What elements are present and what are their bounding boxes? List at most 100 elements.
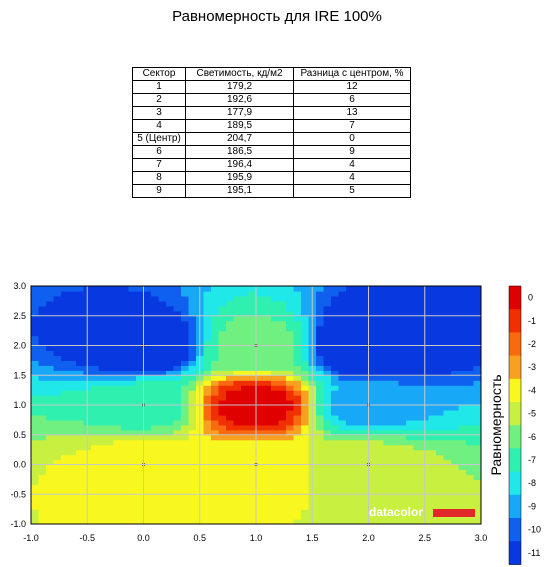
heatmap-cell — [436, 340, 445, 347]
heatmap-cell — [143, 514, 152, 520]
heatmap-cell — [286, 499, 295, 505]
heatmap-cell — [316, 409, 325, 416]
heatmap-cell — [226, 330, 235, 337]
heatmap-cell — [413, 405, 422, 411]
heatmap-cell — [106, 360, 115, 366]
heatmap-cell — [293, 400, 302, 406]
heatmap-cell — [361, 504, 370, 510]
heatmap-cell — [113, 355, 122, 361]
heatmap-cell — [383, 434, 392, 441]
heatmap-cell — [98, 310, 107, 317]
heatmap-cell — [188, 409, 197, 416]
heatmap-cell — [128, 315, 137, 322]
heatmap-cell — [331, 444, 340, 451]
heatmap-cell — [256, 310, 265, 317]
heatmap-cell — [436, 375, 445, 381]
heatmap-cell — [338, 315, 347, 322]
heatmap-cell — [203, 434, 212, 441]
heatmap-cell — [188, 400, 197, 406]
heatmap-cell — [248, 350, 257, 357]
heatmap-cell — [226, 429, 235, 436]
heatmap-cell — [218, 494, 227, 500]
heatmap-cell — [173, 474, 182, 480]
heatmap-cell — [428, 350, 437, 357]
heatmap-cell — [278, 409, 287, 416]
heatmap-cell — [158, 439, 167, 446]
x-tick-label: 2.5 — [418, 533, 431, 543]
heatmap-cell — [68, 375, 77, 381]
heatmap-cell — [413, 474, 422, 480]
heatmap-cell — [166, 484, 175, 490]
heatmap-cell — [278, 499, 287, 505]
heatmap-cell — [323, 464, 332, 471]
heatmap-cell — [188, 310, 197, 317]
heatmap-cell — [286, 370, 295, 376]
heatmap-cell — [413, 454, 422, 461]
heatmap-cell — [271, 286, 280, 292]
heatmap-cell — [98, 345, 107, 352]
heatmap-cell — [188, 340, 197, 347]
heatmap-cell — [158, 320, 167, 327]
heatmap-cell — [61, 350, 70, 357]
heatmap-cell — [286, 424, 295, 431]
heatmap-cell — [391, 385, 400, 391]
heatmap-cell — [406, 449, 415, 456]
heatmap-cell — [31, 405, 40, 411]
heatmap-cell — [91, 375, 100, 381]
heatmap-cell — [211, 459, 220, 466]
y-tick-label: 0.0 — [13, 460, 26, 470]
heatmap-cell — [391, 365, 400, 371]
heatmap-cell — [188, 385, 197, 391]
heatmap-cell — [143, 375, 152, 381]
heatmap-cell — [413, 479, 422, 485]
heatmap-cell — [391, 509, 400, 515]
heatmap-cell — [98, 514, 107, 520]
heatmap-cell — [76, 449, 85, 456]
heatmap-cell — [158, 350, 167, 357]
heatmap-cell — [98, 305, 107, 312]
heatmap-cell — [316, 494, 325, 500]
heatmap-cell — [473, 400, 481, 406]
heatmap-cell — [143, 390, 152, 396]
heatmap-cell — [53, 360, 62, 366]
heatmap-cell — [38, 519, 47, 524]
heatmap-cell — [53, 499, 62, 505]
heatmap-cell — [241, 444, 250, 451]
heatmap-cell — [181, 444, 190, 451]
heatmap-cell — [368, 335, 377, 342]
heatmap-cell — [106, 419, 115, 426]
heatmap-cell — [151, 494, 160, 500]
heatmap-cell — [31, 414, 40, 421]
heatmap-cell — [413, 464, 422, 471]
heatmap-cell — [301, 330, 310, 337]
heatmap-cell — [128, 360, 137, 366]
heatmap-cell — [436, 400, 445, 406]
heatmap-cell — [458, 464, 467, 471]
heatmap-cell — [181, 355, 190, 361]
heatmap-cell — [248, 290, 257, 297]
heatmap-cell — [143, 499, 152, 505]
heatmap-cell — [106, 300, 115, 307]
heatmap-cell — [233, 286, 242, 292]
heatmap-cell — [338, 310, 347, 317]
heatmap-cell — [151, 419, 160, 426]
heatmap-cell — [398, 295, 407, 302]
heatmap-cell — [61, 419, 70, 426]
heatmap-cell — [113, 464, 122, 471]
heatmap-cell — [38, 395, 47, 401]
heatmap-cell — [98, 454, 107, 461]
heatmap-cell — [38, 429, 47, 436]
heatmap-cell — [31, 444, 40, 451]
heatmap-cell — [233, 514, 242, 520]
heatmap-cell — [428, 484, 437, 490]
heatmap-cell — [256, 355, 265, 361]
heatmap-cell — [316, 365, 325, 371]
heatmap-cell — [353, 365, 362, 371]
heatmap-cell — [31, 489, 40, 495]
heatmap-cell — [406, 365, 415, 371]
heatmap-cell — [376, 335, 385, 342]
heatmap-cell — [233, 320, 242, 327]
heatmap-cell — [203, 295, 212, 302]
heatmap-cell — [218, 449, 227, 456]
heatmap-cell — [473, 514, 481, 520]
